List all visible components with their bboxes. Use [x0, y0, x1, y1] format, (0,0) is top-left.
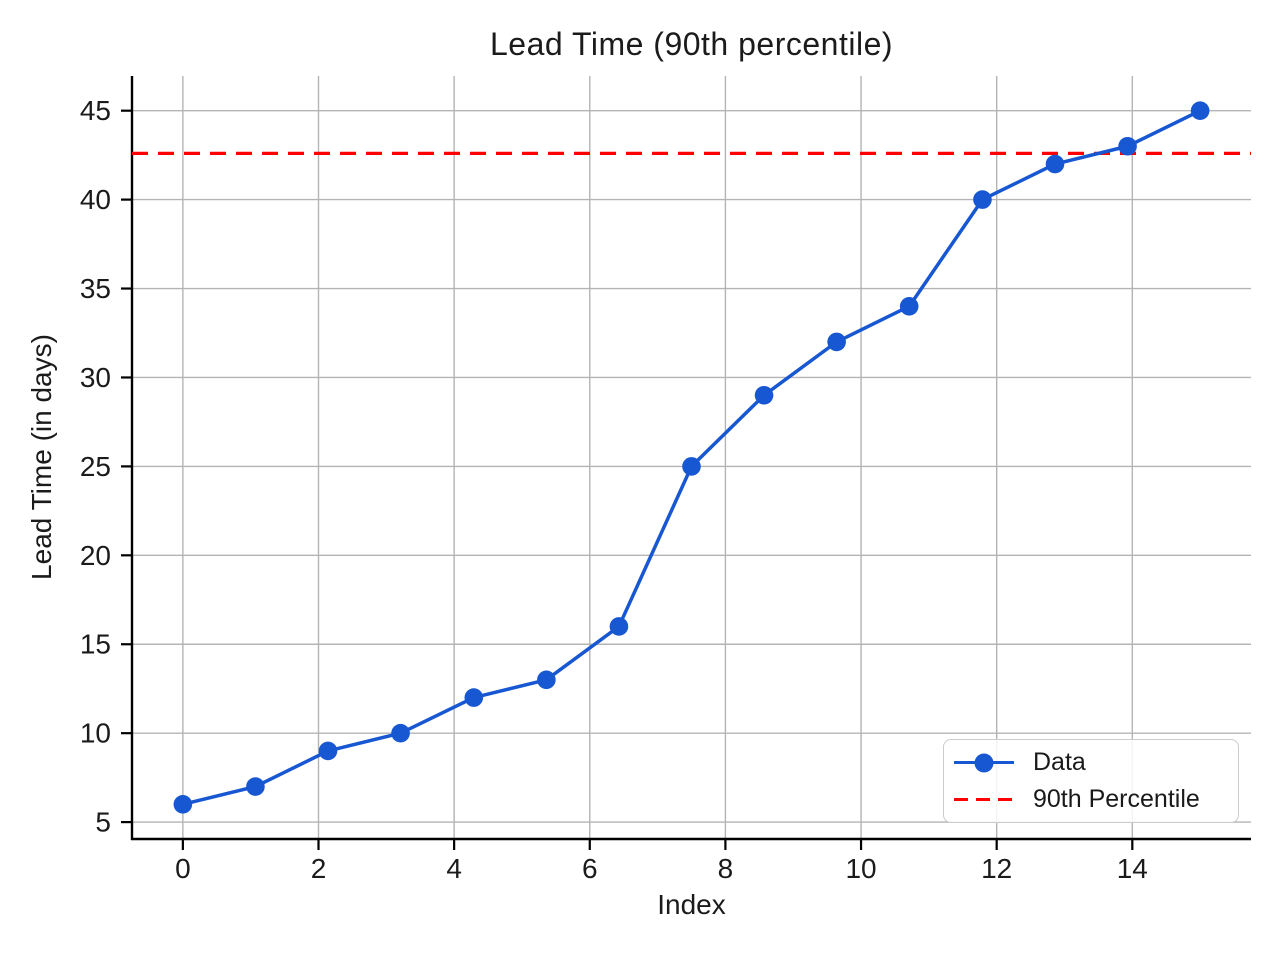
x-tick-label: 10 — [845, 853, 876, 884]
legend-item-data: Data — [954, 748, 1238, 777]
y-tick-label: 45 — [80, 95, 111, 126]
legend-label-data: Data — [1033, 748, 1086, 776]
y-tick-label: 25 — [80, 451, 111, 482]
x-tick-label: 2 — [311, 853, 327, 884]
data-point — [827, 332, 846, 352]
data-point — [609, 617, 629, 636]
x-tick-label: 6 — [582, 853, 598, 884]
data-point — [754, 385, 774, 405]
percentile-dashed-line-swatch — [954, 797, 1014, 802]
data-point — [973, 190, 992, 209]
legend: Data 90th Percentile — [943, 739, 1239, 823]
y-tick-label: 40 — [80, 184, 111, 215]
x-tick-label: 4 — [446, 853, 462, 884]
y-tick-label: 5 — [95, 807, 111, 838]
x-tick-label: 8 — [718, 853, 734, 884]
legend-item-percentile: 90th Percentile — [954, 785, 1238, 814]
data-point — [537, 670, 556, 690]
data-point — [246, 777, 265, 796]
y-tick-label: 20 — [80, 540, 111, 571]
legend-label-percentile: 90th Percentile — [1033, 785, 1200, 813]
data-point — [1190, 101, 1210, 120]
chart-title: Lead Time (90th percentile) — [489, 26, 894, 62]
data-point — [899, 297, 919, 316]
y-tick-label: 30 — [80, 362, 111, 393]
data-point — [1118, 136, 1137, 156]
data-point — [682, 457, 701, 476]
y-tick-label: 35 — [80, 273, 111, 304]
y-tick-label: 15 — [80, 629, 111, 660]
x-tick-label: 14 — [1117, 853, 1148, 884]
data-series-marker-icon — [974, 753, 994, 772]
x-axis-label: Index — [657, 889, 726, 920]
data-point — [1045, 154, 1065, 174]
data-point — [318, 741, 338, 761]
data-series-line-swatch — [954, 753, 1014, 772]
data-point — [391, 723, 410, 743]
y-axis-label: Lead Time (in days) — [26, 334, 57, 580]
data-point — [464, 688, 484, 707]
data-point — [173, 795, 193, 814]
x-tick-label: 0 — [175, 853, 191, 884]
y-tick-label: 10 — [80, 718, 111, 749]
x-tick-label: 12 — [981, 853, 1012, 884]
